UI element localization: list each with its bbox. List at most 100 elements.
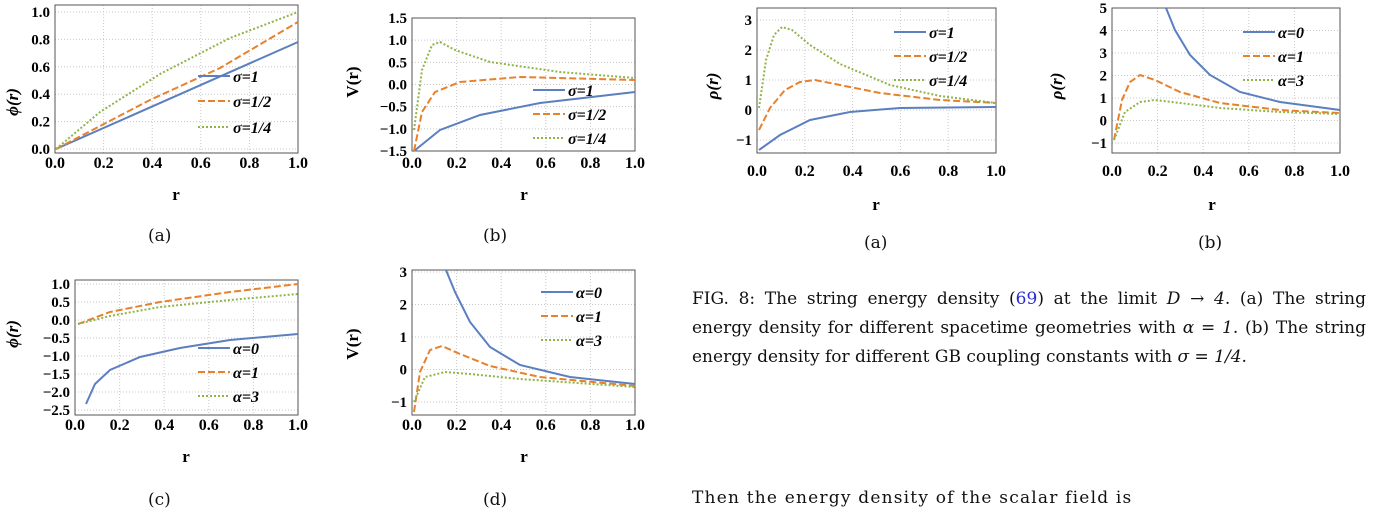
y-tick-label: −0.5 — [43, 331, 70, 347]
x-tick-label: 0.6 — [191, 155, 211, 172]
gridlines — [74, 280, 299, 415]
y-tick-label: −2.0 — [43, 385, 70, 401]
caption-text: The string energy density ( — [755, 289, 1016, 309]
series-alpha-3 — [77, 293, 299, 325]
y-tick-label: −1 — [736, 133, 752, 149]
y-tick-label: 0.5 — [51, 295, 70, 311]
series-sigma-1-2 — [758, 78, 997, 131]
series-alpha-0 — [445, 269, 636, 385]
y-axis-label: V(r) — [343, 328, 362, 359]
y-tick-label: 0 — [1100, 114, 1108, 130]
x-axis-label: r — [520, 447, 528, 466]
plot-frame — [756, 7, 997, 154]
legend-label: α=3 — [1278, 73, 1304, 90]
x-tick-label: 0.6 — [1239, 163, 1259, 180]
y-tick-label: 0 — [745, 103, 753, 119]
series-alpha-1 — [413, 344, 636, 413]
y-tick-label: 0.6 — [31, 60, 50, 76]
body-text: Then the energy density of the scalar fi… — [692, 488, 1133, 508]
x-tick-label: 0.0 — [402, 155, 422, 172]
y-tick-label: 0.4 — [31, 87, 50, 103]
chart-v-alpha: V(r) α=0 α=1 α=3 r 0.0 0.2 0.4 0.6 0.8 1.0 −1 0… — [343, 265, 645, 466]
x-axis-label: r — [1208, 195, 1216, 214]
legend: α=0 α=1 α=3 — [1243, 25, 1304, 90]
series-sigma-1-2 — [55, 21, 299, 150]
x-tick-label: 1.0 — [625, 155, 645, 172]
sublabel: (a) — [864, 233, 888, 253]
y-tick-label: −1 — [391, 395, 407, 411]
series-sigma-1 — [758, 106, 997, 151]
caption-text: ) at the limit — [1037, 289, 1167, 309]
x-tick-label: 0.8 — [580, 155, 600, 172]
x-tick-label: 0.4 — [142, 155, 162, 172]
legend-label: σ=1/4 — [929, 73, 967, 90]
equation-ref-link[interactable]: 69 — [1015, 289, 1038, 309]
sublabel: (b) — [1198, 233, 1223, 253]
x-axis-label: r — [872, 195, 880, 214]
legend-label: α=0 — [576, 285, 602, 302]
math-inline: σ = 1/4 — [1177, 347, 1242, 367]
legend-label: σ=1/4 — [568, 131, 606, 148]
legend-label: α=1 — [576, 309, 602, 326]
y-tick-label: 0 — [400, 363, 408, 379]
x-tick-label: 1.0 — [288, 155, 308, 172]
gridlines — [1111, 7, 1341, 153]
x-tick-label: 0.2 — [447, 417, 467, 434]
x-tick-label: 1.0 — [1330, 163, 1350, 180]
series-sigma-1 — [413, 91, 636, 152]
x-axis-label: r — [520, 185, 528, 204]
y-axis-label: ϕ(r) — [3, 320, 22, 348]
x-tick-label: 0.2 — [94, 155, 114, 172]
y-tick-label: 0.8 — [31, 32, 50, 48]
y-tick-label: 4 — [1100, 24, 1108, 40]
y-tick-label: 5 — [1100, 1, 1108, 17]
series-sigma-1-4 — [758, 25, 997, 109]
y-tick-label: 1.5 — [388, 11, 407, 27]
y-tick-label: 3 — [745, 13, 753, 29]
math-inline: α = 1 — [1182, 318, 1233, 338]
x-tick-label: 0.4 — [491, 417, 511, 434]
legend-label: α=0 — [1278, 25, 1304, 42]
series-sigma-1-4 — [413, 40, 636, 131]
y-axis-label: ϕ(r) — [3, 88, 22, 116]
x-tick-label: 0.0 — [45, 155, 65, 172]
y-tick-label: −2.5 — [43, 403, 70, 419]
legend: σ=1 σ=1/2 σ=1/4 — [533, 83, 606, 148]
y-axis-label: ρ(r) — [703, 73, 722, 101]
x-tick-label: 0.8 — [1284, 163, 1304, 180]
chart-v-sigma: V(r) σ=1 σ=1/2 σ=1/4 r 0.0 0.2 0.4 0.6 0.8 1.… — [343, 11, 645, 204]
math-inline: D → 4 — [1166, 289, 1225, 309]
x-axis-label: r — [172, 185, 180, 204]
x-tick-label: 1.0 — [986, 163, 1006, 180]
x-tick-label: 0.8 — [239, 155, 259, 172]
x-tick-label: 0.4 — [1193, 163, 1213, 180]
x-tick-label: 0.2 — [1148, 163, 1168, 180]
x-tick-label: 0.4 — [491, 155, 511, 172]
y-tick-label: −1.5 — [380, 144, 407, 160]
legend-label: σ=1 — [929, 25, 955, 42]
plot-frame — [74, 279, 299, 416]
legend-label: σ=1/2 — [233, 94, 271, 111]
x-tick-label: 0.2 — [447, 155, 467, 172]
y-tick-label: 3 — [1100, 46, 1108, 62]
series-alpha-3 — [1113, 98, 1341, 141]
plot-frame — [411, 17, 636, 152]
x-tick-label: 0.8 — [243, 417, 263, 434]
legend-label: α=0 — [233, 341, 259, 358]
legend-label: σ=1/2 — [568, 107, 606, 124]
chart-phi-sigma: ϕ(r) σ=1 σ=1/2 σ=1/4 r 0.0 0.2 0.4 0.6 0.8 1.… — [3, 4, 308, 204]
legend-label: α=1 — [1278, 49, 1304, 66]
y-tick-label: 0.5 — [388, 55, 407, 71]
x-tick-label: 0.8 — [580, 417, 600, 434]
sublabel: (b) — [483, 226, 508, 246]
y-tick-label: −1.5 — [43, 367, 70, 383]
sublabel: (d) — [483, 490, 508, 510]
y-axis-label: ρ(r) — [1047, 73, 1066, 101]
y-tick-label: −1.0 — [380, 122, 407, 138]
y-tick-label: 2 — [400, 298, 408, 314]
series-alpha-0 — [85, 333, 299, 405]
y-tick-label: 1 — [1100, 91, 1108, 107]
legend: σ=1 σ=1/2 σ=1/4 — [894, 25, 967, 90]
x-tick-label: 0.8 — [938, 163, 958, 180]
plot-frame — [1111, 7, 1341, 154]
